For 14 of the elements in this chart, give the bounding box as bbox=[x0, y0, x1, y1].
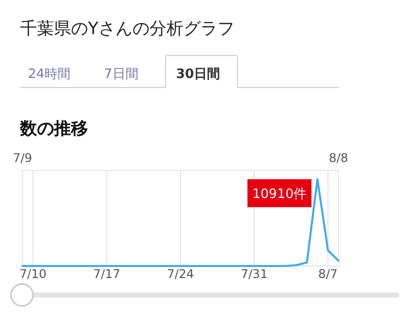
chart-title: 千葉県のYさんの分析グラフ bbox=[20, 19, 234, 39]
chart-subtitle: 数の推移 bbox=[19, 119, 88, 139]
annotation: 10910件 bbox=[252, 187, 307, 202]
x-tick-label: 7/24 bbox=[167, 267, 194, 281]
text: 30日間 bbox=[176, 67, 220, 82]
x2-tick-label: 7/9 bbox=[12, 151, 32, 165]
x-tick-label: 7/31 bbox=[240, 267, 268, 281]
note-box: 10910件 bbox=[247, 179, 312, 208]
x-tick-label: 7/17 bbox=[93, 267, 120, 281]
x-tick-label: 8/7 bbox=[318, 267, 338, 281]
x2-tick-label: 8/8 bbox=[328, 151, 348, 165]
x-tick-label: 7/10 bbox=[20, 267, 47, 281]
text: 24時間 bbox=[28, 67, 71, 82]
text: 7日間 bbox=[104, 67, 138, 82]
